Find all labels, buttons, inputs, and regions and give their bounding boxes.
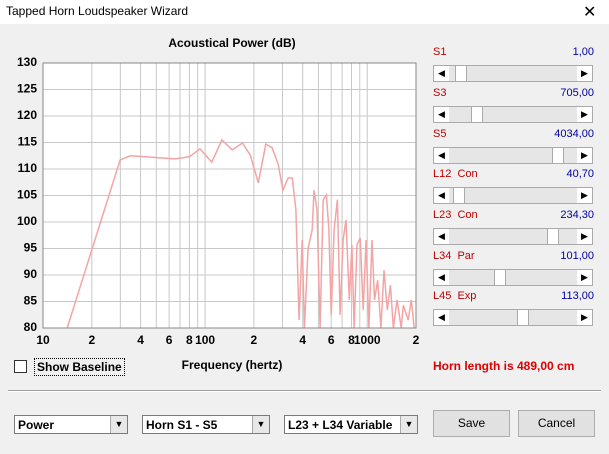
button[interactable]: Save <box>433 410 510 437</box>
slider[interactable]: ◀ ▶ <box>433 269 593 286</box>
dropdown-text: L23 + L34 Variable <box>288 418 393 432</box>
y-tick-label: 120 <box>17 108 37 122</box>
title-bar: Tapped Horn Loudspeaker Wizard ✕ <box>0 0 609 24</box>
slider-value: 40,70 <box>566 168 594 180</box>
x-tick-label: 8 <box>186 333 193 347</box>
y-tick-label: 115 <box>18 135 38 149</box>
slider-value: 234,30 <box>560 209 594 221</box>
slider-label: L12 Con <box>433 168 478 180</box>
slider[interactable]: ◀ ▶ <box>433 147 593 164</box>
plot-border <box>42 62 417 329</box>
slider-right-arrow[interactable]: ▶ <box>577 310 592 325</box>
slider-value: 705,00 <box>560 87 594 99</box>
dropdown-text: Horn S1 - S5 <box>146 418 218 432</box>
chart: Acoustical Power (dB) Frequency (hertz) … <box>17 36 420 372</box>
window-title: Tapped Horn Loudspeaker Wizard <box>6 4 189 18</box>
slider-right-arrow[interactable]: ▶ <box>577 270 592 285</box>
x-tick-label: 4 <box>299 333 306 347</box>
slider-label: L45 Exp <box>433 290 477 302</box>
slider-left-arrow[interactable]: ◀ <box>434 310 449 325</box>
dropdown-arrow[interactable]: ▼ <box>400 416 417 433</box>
dropdown-text: Power <box>18 418 55 432</box>
slider-thumb[interactable] <box>453 188 465 203</box>
x-tick-label: 2 <box>413 333 420 347</box>
dropdown[interactable]: Horn S1 - S5 ▼ <box>142 415 270 434</box>
slider-left-arrow[interactable]: ◀ <box>434 107 449 122</box>
slider[interactable]: ◀ ▶ <box>433 187 593 204</box>
slider-right-arrow[interactable]: ▶ <box>577 229 592 244</box>
slider[interactable]: ◀ ▶ <box>433 228 593 245</box>
slider-right-arrow[interactable]: ▶ <box>577 188 592 203</box>
separator <box>8 390 601 392</box>
slider-left-arrow[interactable]: ◀ <box>434 148 449 163</box>
slider-label: L34 Par <box>433 250 475 262</box>
x-axis-label: Frequency (hertz) <box>182 358 283 372</box>
x-tick-label: 6 <box>328 333 335 347</box>
x-tick-label: 8 <box>348 333 355 347</box>
slider-value: 1,00 <box>572 46 594 58</box>
x-tick-label: 4 <box>137 333 144 347</box>
y-tick-label: 95 <box>24 241 38 255</box>
slider-left-arrow[interactable]: ◀ <box>434 229 449 244</box>
x-tick-label: 100 <box>195 333 215 347</box>
slider-value: 4034,00 <box>554 128 594 140</box>
checkbox[interactable] <box>14 360 27 373</box>
slider[interactable]: ◀ ▶ <box>433 106 593 123</box>
slider[interactable]: ◀ ▶ <box>433 309 593 326</box>
slider-label: S5 <box>433 128 447 140</box>
x-tick-label: 2 <box>88 333 95 347</box>
slider-value: 101,00 <box>560 250 594 262</box>
y-tick-label: 110 <box>18 161 38 175</box>
y-tick-label: 130 <box>17 55 37 69</box>
chart-title: Acoustical Power (dB) <box>168 36 295 50</box>
slider-thumb[interactable] <box>547 229 559 244</box>
y-tick-label: 80 <box>24 320 38 334</box>
slider-right-arrow[interactable]: ▶ <box>577 66 592 81</box>
y-tick-label: 105 <box>17 188 37 202</box>
x-tick-label: 6 <box>166 333 173 347</box>
status-text: Horn length is 489,00 cm <box>433 359 575 373</box>
slider[interactable]: ◀ ▶ <box>433 65 593 82</box>
slider-label: L23 Con <box>433 209 478 221</box>
slider-left-arrow[interactable]: ◀ <box>434 188 449 203</box>
checkbox-label[interactable]: Show Baseline <box>34 358 125 376</box>
dropdown-arrow[interactable]: ▼ <box>252 416 269 433</box>
button[interactable]: Cancel <box>518 410 595 437</box>
slider-thumb[interactable] <box>471 107 483 122</box>
dropdown[interactable]: Power ▼ <box>14 415 128 434</box>
slider-thumb[interactable] <box>455 66 467 81</box>
y-tick-label: 100 <box>17 214 37 228</box>
slider-thumb[interactable] <box>494 270 506 285</box>
slider-thumb[interactable] <box>552 148 564 163</box>
x-tick-label: 2 <box>251 333 258 347</box>
slider-right-arrow[interactable]: ▶ <box>577 148 592 163</box>
close-button[interactable]: ✕ <box>583 4 597 21</box>
x-tick-label: 10 <box>36 333 50 347</box>
y-tick-label: 125 <box>17 82 37 96</box>
slider-value: 113,00 <box>561 290 594 302</box>
slider-label: S1 <box>433 46 447 58</box>
dropdown[interactable]: L23 + L34 Variable ▼ <box>284 415 418 434</box>
x-tick-label: 1000 <box>354 333 381 347</box>
y-tick-label: 90 <box>24 267 38 281</box>
slider-right-arrow[interactable]: ▶ <box>577 107 592 122</box>
slider-thumb[interactable] <box>517 310 529 325</box>
slider-label: S3 <box>433 87 447 99</box>
data-line <box>66 138 415 329</box>
y-tick-label: 85 <box>24 294 38 308</box>
slider-left-arrow[interactable]: ◀ <box>434 270 449 285</box>
slider-left-arrow[interactable]: ◀ <box>434 66 449 81</box>
dropdown-arrow[interactable]: ▼ <box>110 416 127 433</box>
